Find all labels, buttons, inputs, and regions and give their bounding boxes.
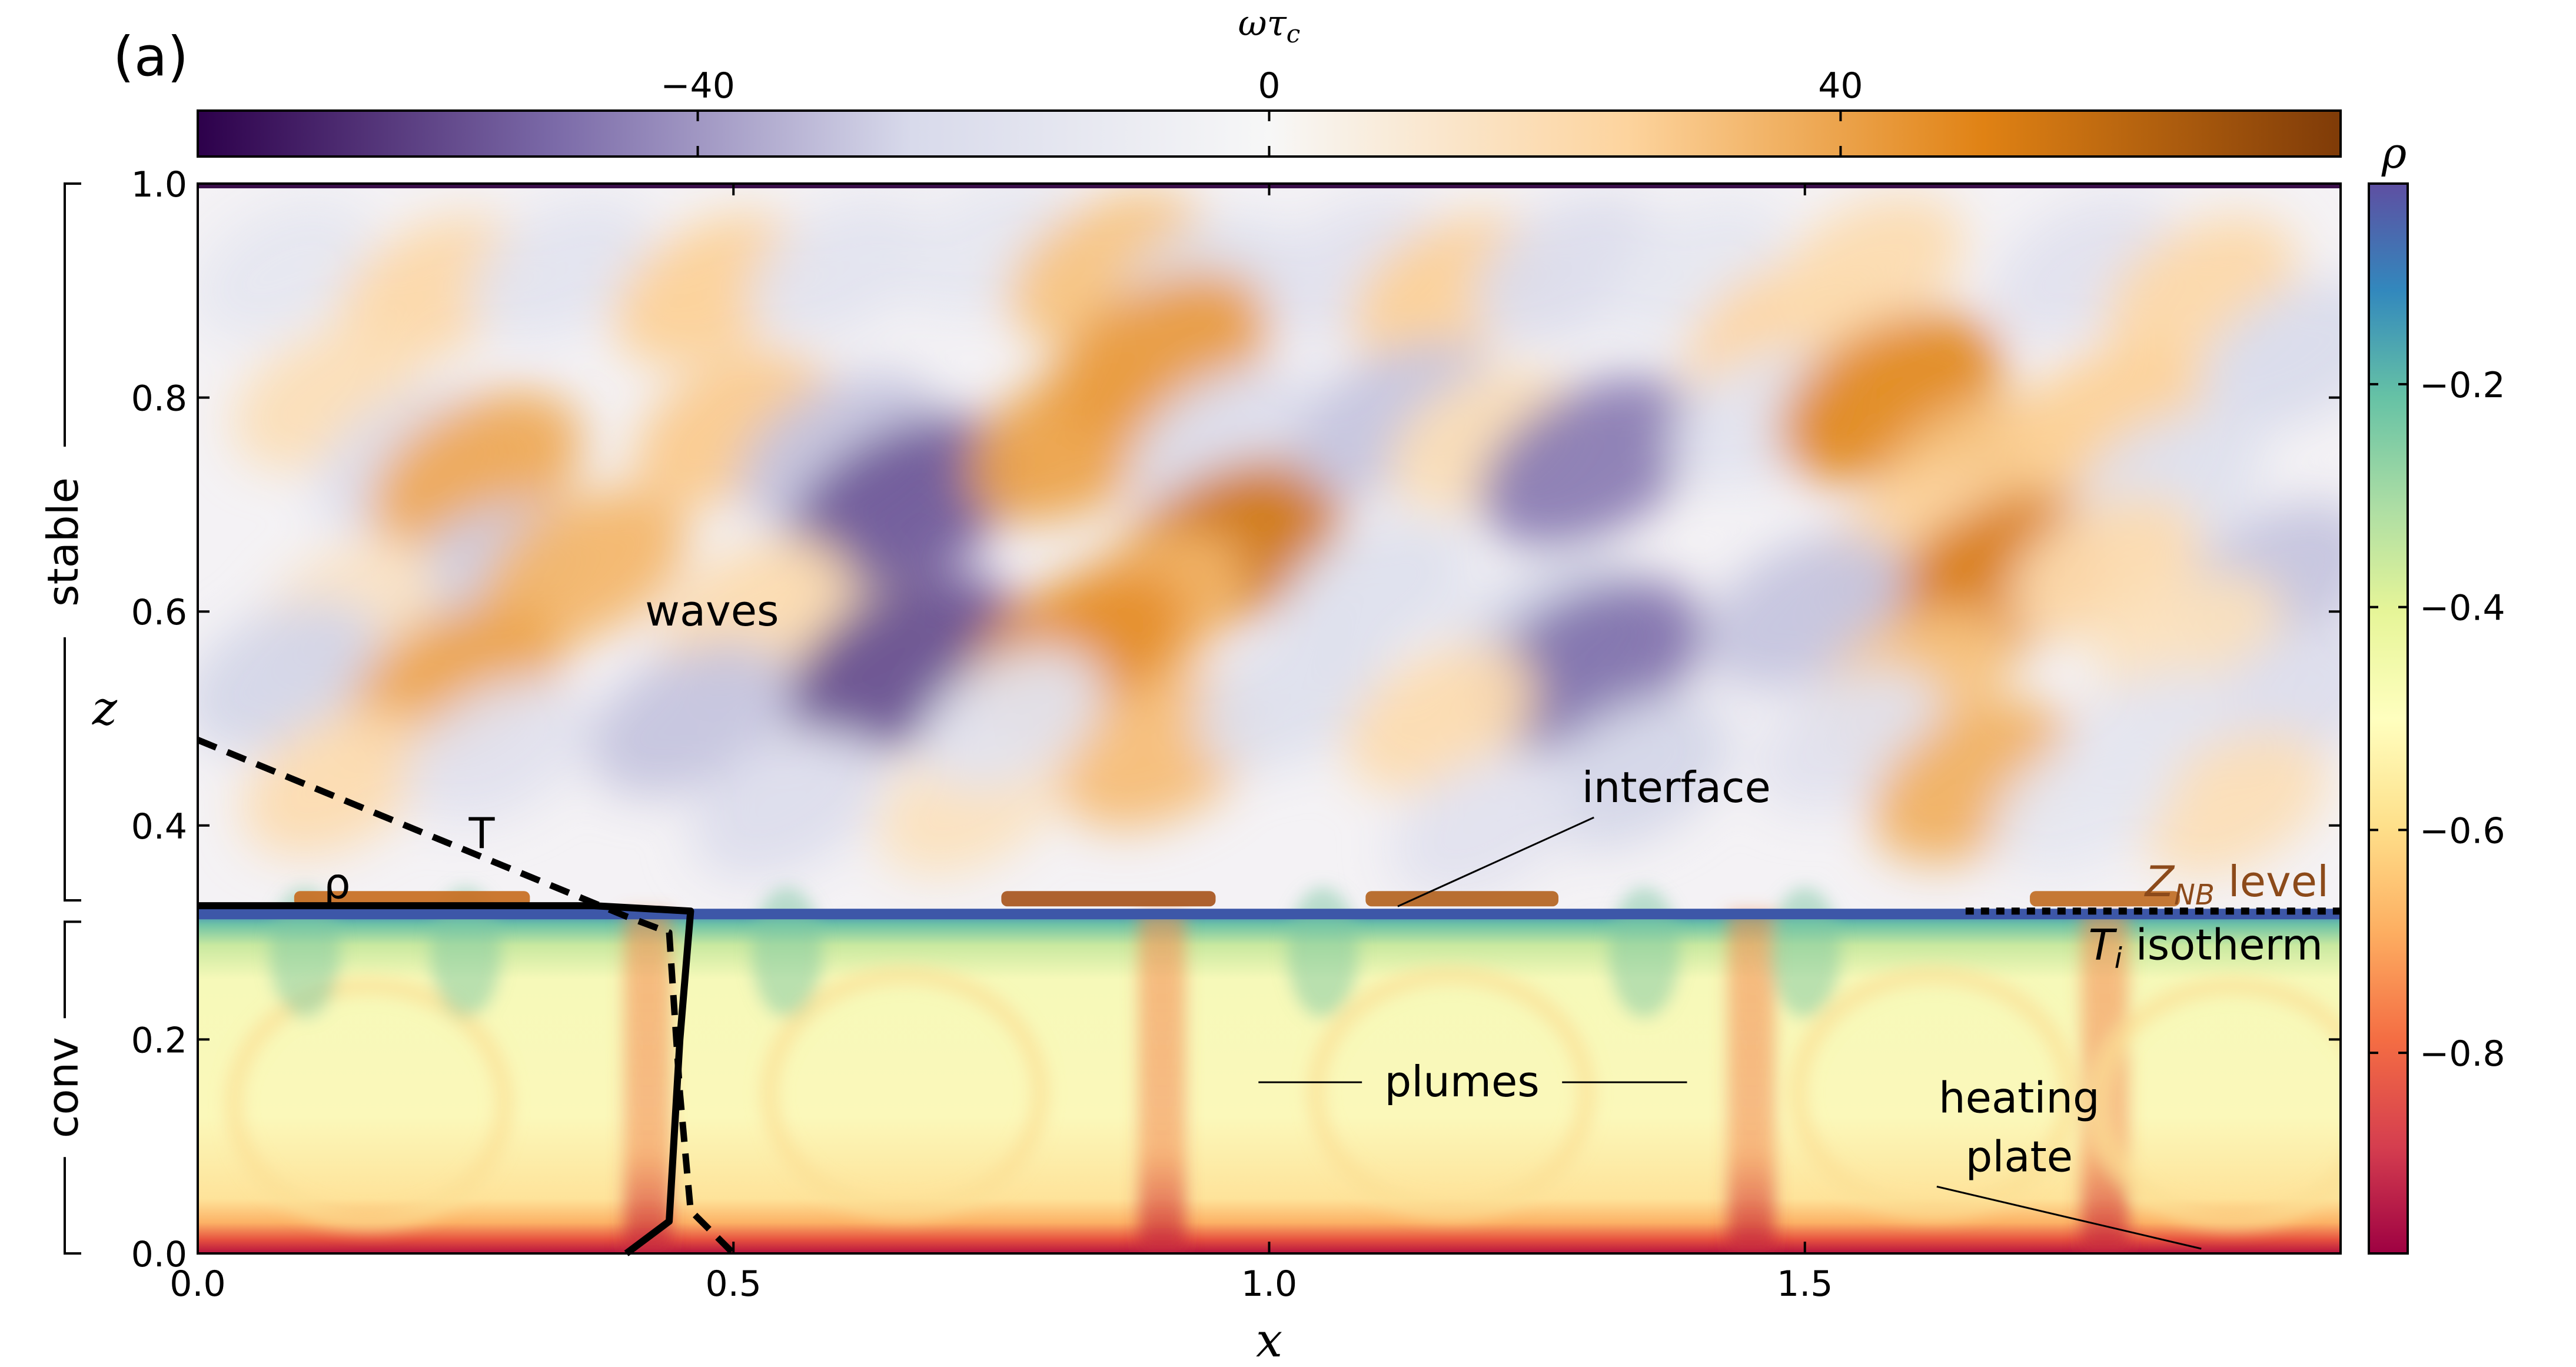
y-tick-label: 0.2 [131,1020,187,1061]
y-tick-label: 1.0 [131,164,187,205]
vorticity-tick-label: −40 [660,65,735,107]
panel-label: (a) [113,25,188,88]
interface-wave-crest [1001,891,1216,907]
density-tick-label: −0.2 [2419,365,2505,406]
annotation-heating: heating [1939,1073,2100,1122]
interface-wave-crest [2030,891,2180,907]
density-colorbar-ticks: −0.2 −0.4 −0.6 −0.8 [2369,365,2505,1075]
convection-cell [1790,967,2077,1219]
convective-swirls [226,887,2341,1253]
annotation-leader-line [1936,1185,2202,1250]
wave-blob [479,488,688,649]
profile-line-temperature [196,737,736,1256]
annotation-interface: interface [1582,763,1771,812]
y-tick-label: 0.0 [131,1234,187,1275]
annotation-leader-line [1397,816,1594,907]
wave-blob [1992,733,2175,875]
vorticity-colorbar-label-subscript: c [1287,19,1301,48]
vorticity-tick-label: 40 [1818,65,1863,107]
isotherm-label: Ti isotherm [2089,920,2323,975]
density-colorbar-label: ρ [2381,128,2407,178]
region-bracket [64,182,81,902]
x-tick-label: 1.0 [1241,1263,1297,1305]
vorticity-colorbar-label-main: ωτ [1238,3,1287,44]
wave-blob [613,214,812,367]
wave-blob [1281,516,1472,664]
wave-blob [690,730,884,879]
plume [624,911,672,1253]
cold-plume [430,887,501,1017]
vorticity-colorbar-label: ωτc [1238,3,1301,48]
interface-wave-crest [1365,891,1559,907]
annotation-waves: waves [645,586,779,636]
convection-cell [226,978,513,1229]
convection-cell [1308,967,1594,1219]
x-axis-ticks: 0.0 0.5 1.0 1.5 [169,184,1833,1305]
cold-plume [1287,887,1358,1017]
density-colorbar: −0.2 −0.4 −0.6 −0.8 ρ [2368,128,2505,1255]
region-bracket [64,920,81,1255]
waves-field [198,184,2341,899]
x-tick-label: 1.5 [1777,1263,1833,1305]
x-axis-label: x [1256,1313,1282,1367]
convection-cell [2090,978,2341,1229]
cold-plume [1608,887,1680,1017]
y-tick-label: 0.8 [131,378,187,420]
y-axis-label: z [92,681,118,736]
density-tick-label: −0.8 [2419,1033,2505,1075]
annotations: waves interface plumes heating plate Tρ ZNB le… [324,586,2329,1250]
vorticity-colorbar-ticks: −40 0 40 [660,65,1863,157]
density-tick-label: −0.4 [2419,588,2505,629]
y-axis-ticks: 0.0 0.2 0.4 0.6 0.8 1.0 [131,164,2341,1275]
profiles [196,737,2341,1256]
interface-dense-layer [198,909,2341,920]
wave-blob [919,647,1105,790]
y-tick-label: 0.6 [131,592,187,633]
wave-blob [1534,696,1733,849]
convection-cell [762,967,1048,1219]
znb-level-label: ZNB level [2144,857,2329,912]
profile-label-temperature: T [468,809,495,858]
wave-blob [1345,645,1536,792]
density-tick-label: −0.6 [2419,810,2505,852]
y-tick-label: 0.4 [131,806,187,847]
cold-plume [270,887,341,1017]
plume [1138,911,1186,1253]
plume [1727,911,1775,1253]
region-label-conv: conv [38,1037,88,1138]
wave-blob [787,415,1022,594]
wave-blob [2200,279,2341,430]
cold-plume [752,887,823,1017]
wave-blob [404,678,592,823]
vorticity-colorbar: −40 0 40 ωτc [197,3,2342,158]
wave-blob [337,216,530,365]
region-label-stable: stable [38,477,88,607]
wave-blob [748,197,933,341]
x-tick-label: 0.0 [169,1263,225,1305]
wave-blob [469,197,655,341]
wave-blob [198,198,375,340]
vorticity-tick-label: 0 [1258,65,1280,107]
profile-label-density: ρ [324,859,351,908]
wave-blob [1390,753,1578,899]
plot-area [198,184,2341,1253]
x-tick-label: 0.5 [706,1263,762,1305]
wave-blob [2139,731,2328,877]
cold-plume [1769,887,1840,1017]
wave-blob [1478,376,1703,547]
wave-blob [198,599,383,752]
annotation-plate: plate [1966,1132,2073,1181]
region-brackets: stable conv [38,182,88,1255]
annotation-plumes: plumes [1385,1057,1540,1106]
profile-line-density [198,902,694,1256]
density-colorbar-bar [2368,182,2409,1255]
wave-blob [1774,195,1965,343]
